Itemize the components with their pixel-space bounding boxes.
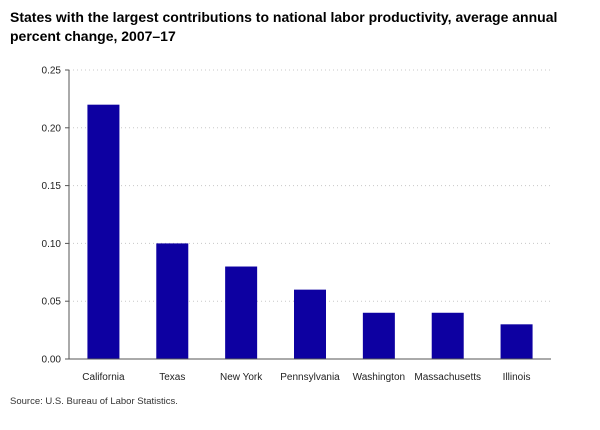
y-tick-label: 0.00 — [42, 355, 62, 366]
y-tick-label: 0.25 — [42, 66, 62, 77]
y-tick-label: 0.20 — [42, 123, 62, 134]
x-tick-label: Washington — [353, 372, 405, 383]
y-tick-labels: 0.00 0.05 0.10 0.15 0.20 0.25 — [42, 66, 69, 366]
axes — [68, 70, 551, 360]
bar — [87, 104, 120, 360]
bars — [87, 104, 533, 360]
gridlines — [69, 69, 551, 302]
bar — [156, 243, 189, 359]
bar — [431, 312, 464, 359]
y-tick-label: 0.05 — [42, 297, 62, 308]
x-tick-label: Texas — [159, 372, 185, 383]
chart-title: States with the largest contributions to… — [10, 9, 558, 44]
x-tick-label: New York — [220, 372, 263, 383]
x-tick-label: Massachusetts — [414, 372, 481, 383]
bar — [362, 312, 395, 359]
source-note: Source: U.S. Bureau of Labor Statistics. — [10, 396, 178, 407]
x-tick-label: Illinois — [503, 372, 531, 383]
bar — [500, 324, 533, 359]
bar — [225, 266, 258, 359]
y-tick-label: 0.15 — [42, 181, 62, 192]
bar — [294, 289, 326, 359]
x-tick-label: Pennsylvania — [280, 372, 340, 383]
x-tick-labels: California Texas New York Pennsylvania Washi… — [82, 372, 530, 383]
x-tick-label: California — [82, 372, 125, 383]
y-tick-label: 0.10 — [42, 239, 62, 250]
